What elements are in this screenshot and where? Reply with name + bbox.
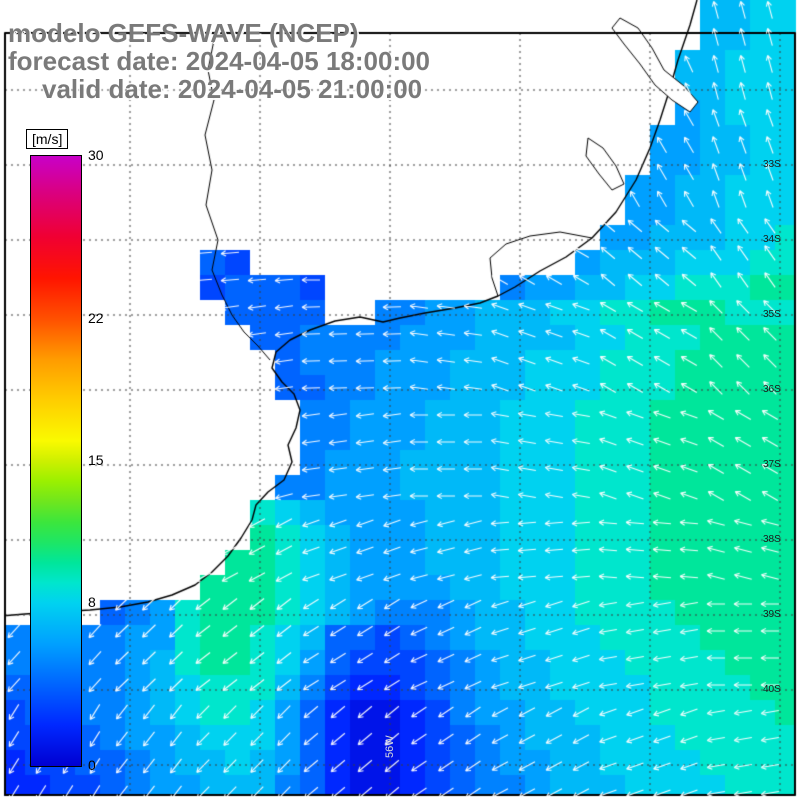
latitude-label: 33S: [763, 159, 781, 170]
latitude-label: 40S: [763, 684, 781, 695]
colorbar-tick-15: 15: [88, 452, 104, 468]
colorbar-unit-label: [m/s]: [26, 129, 69, 149]
colorbar-tick-0: 0: [88, 757, 96, 773]
valid-date-label: valid date: 2024-04-05 21:00:00: [42, 74, 423, 104]
model-title: modelo GEFS-WAVE (NCEP): [8, 18, 359, 48]
latitude-label: 39S: [763, 609, 781, 620]
colorbar: [30, 155, 82, 767]
colorbar-tick-8: 8: [88, 594, 96, 611]
latitude-label: 35S: [763, 309, 781, 320]
latitude-label: 37S: [763, 459, 781, 470]
forecast-date-label: forecast date: 2024-04-05 18:00:00: [8, 46, 431, 76]
latitude-label: 34S: [763, 234, 781, 245]
latitude-label: 36S: [763, 384, 781, 395]
latitude-label: 38S: [763, 534, 781, 545]
colorbar-tick-30: 30: [88, 147, 104, 163]
longitude-label: 56W: [384, 735, 396, 758]
colorbar-tick-22: 22: [88, 309, 104, 326]
